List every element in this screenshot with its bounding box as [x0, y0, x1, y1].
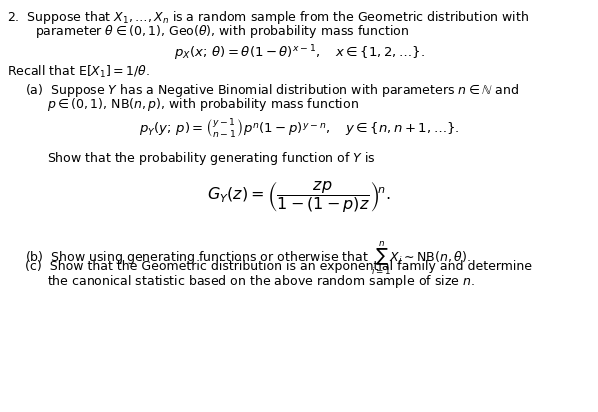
- Text: $p_X(x;\, \theta) = \theta(1-\theta)^{x-1}, \quad x \in \{1, 2, \ldots\}.$: $p_X(x;\, \theta) = \theta(1-\theta)^{x-…: [173, 43, 425, 63]
- Text: Show that the probability generating function of $Y$ is: Show that the probability generating fun…: [47, 150, 376, 167]
- Text: (b)  Show using generating functions or otherwise that $\sum_{i=1}^{n} X_i \sim : (b) Show using generating functions or o…: [25, 239, 471, 277]
- Text: parameter $\theta \in (0, 1)$, Geo($\theta$), with probability mass function: parameter $\theta \in (0, 1)$, Geo($\the…: [35, 23, 408, 40]
- Text: $G_Y(z) = \left(\dfrac{zp}{1-(1-p)z}\right)^{\!n}.$: $G_Y(z) = \left(\dfrac{zp}{1-(1-p)z}\rig…: [207, 179, 391, 215]
- Text: (c)  Show that the Geometric distribution is an exponential family and determine: (c) Show that the Geometric distribution…: [25, 260, 532, 273]
- Text: $p_Y(y;\, p) = \binom{y-1}{n-1} p^n (1-p)^{y-n}, \quad y \in \{n, n+1, \ldots\}.: $p_Y(y;\, p) = \binom{y-1}{n-1} p^n (1-p…: [139, 117, 459, 141]
- Text: (a)  Suppose $Y$ has a Negative Binomial distribution with parameters $n \in \ma: (a) Suppose $Y$ has a Negative Binomial …: [25, 82, 519, 99]
- Text: Recall that $\mathrm{E}[X_1] = 1/\theta$.: Recall that $\mathrm{E}[X_1] = 1/\theta$…: [7, 64, 150, 80]
- Text: $p \in (0, 1)$, NB$(n, p)$, with probability mass function: $p \in (0, 1)$, NB$(n, p)$, with probabi…: [47, 96, 359, 112]
- Text: the canonical statistic based on the above random sample of size $n$.: the canonical statistic based on the abo…: [47, 273, 474, 290]
- Text: 2.  Suppose that $X_1, \ldots, X_n$ is a random sample from the Geometric distri: 2. Suppose that $X_1, \ldots, X_n$ is a …: [7, 9, 529, 26]
